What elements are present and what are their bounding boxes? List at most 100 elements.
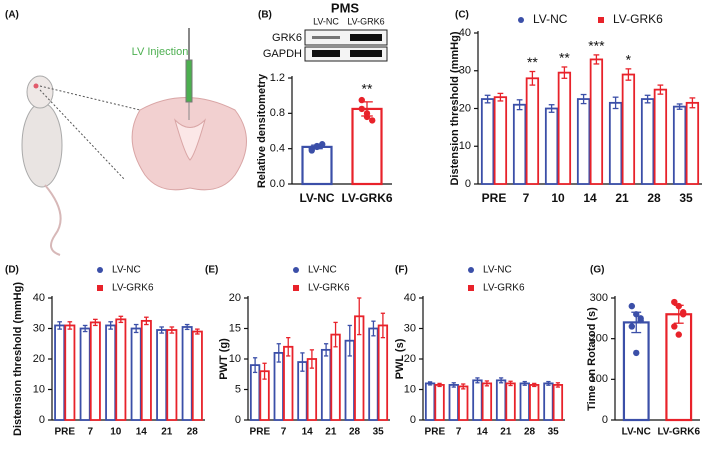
bar <box>472 379 483 421</box>
data-point <box>633 311 640 318</box>
legend-label: LV-NC <box>483 265 512 276</box>
y-axis-label: Distension threshold (mmHg) <box>12 282 24 436</box>
x-tick-label: 21 <box>161 427 173 438</box>
y-tick-label: 0.8 <box>270 107 285 119</box>
x-tick-label: PRE <box>54 427 75 438</box>
y-tick-label: 30 <box>33 322 45 334</box>
panel-label: (C) <box>455 10 469 21</box>
panel-label: (B) <box>258 10 272 21</box>
y-tick-label: 30 <box>404 322 416 334</box>
bar <box>166 329 178 421</box>
significance: ** <box>362 81 373 97</box>
x-tick-label: 10 <box>110 427 122 438</box>
x-tick-label: 28 <box>187 427 199 438</box>
y-tick-label: 20 <box>459 102 471 114</box>
y-axis-label: Distension threshold (mmHg) <box>449 31 461 185</box>
bar <box>424 382 436 421</box>
x-tick-label: 28 <box>524 427 536 438</box>
data-point <box>319 141 326 148</box>
bar <box>130 327 142 421</box>
bar <box>529 384 540 421</box>
panel-label: (G) <box>590 265 604 276</box>
x-tick-label: 35 <box>373 427 385 438</box>
western-blot <box>304 29 388 62</box>
y-tick-label: 100 <box>590 373 608 385</box>
bar <box>519 382 530 421</box>
panel-label: (D) <box>5 265 19 276</box>
bar <box>249 364 261 421</box>
x-tick-label: 21 <box>325 427 337 438</box>
y-tick-label: 5 <box>235 383 241 395</box>
y-tick-label: 0 <box>602 414 608 426</box>
x-tick-label: 28 <box>349 427 361 438</box>
x-tick-label: 35 <box>548 427 560 438</box>
data-point <box>628 323 636 330</box>
legend-label: LV-GRK6 <box>308 283 350 294</box>
bar <box>79 327 91 421</box>
illustration <box>21 28 247 256</box>
bar <box>672 105 687 185</box>
y-tick-label: 20 <box>33 353 45 365</box>
bar <box>273 351 284 421</box>
data-point <box>358 96 365 104</box>
x-tick-label: LV-GRK6 <box>341 191 392 205</box>
y-tick-label: 40 <box>33 292 45 304</box>
bar <box>320 348 332 421</box>
x-tick-label: 7 <box>456 427 462 438</box>
y-axis-label: Relative densitometry <box>256 73 268 188</box>
x-tick-label: 14 <box>302 427 314 438</box>
bar <box>481 382 493 421</box>
y-axis-label: PWT (g) <box>218 338 230 380</box>
y-axis-label: Time on Rotarod (s) <box>586 307 598 411</box>
x-tick-label: 7 <box>281 427 287 438</box>
x-tick-label: PRE <box>425 427 446 438</box>
blot-band: GRK6 <box>272 32 302 44</box>
x-tick-label: LV-GRK6 <box>657 427 700 438</box>
legend-label: LV-NC <box>112 265 141 276</box>
x-tick-label: LV-NC <box>299 191 334 205</box>
significance: ** <box>559 50 570 66</box>
y-tick-label: 10 <box>459 140 471 152</box>
data-point <box>675 302 682 310</box>
x-tick-label: PRE <box>482 191 507 205</box>
data-point <box>363 113 371 121</box>
bar <box>495 379 507 421</box>
y-tick-label: 0 <box>465 178 471 190</box>
bar <box>576 98 591 185</box>
panel-label: (A) <box>5 10 19 21</box>
data-point <box>675 331 682 338</box>
y-tick-label: 0.4 <box>270 143 285 155</box>
bar <box>608 101 623 185</box>
data-point <box>369 117 376 124</box>
y-tick-label: 40 <box>459 27 471 39</box>
legend-marker <box>293 285 299 291</box>
y-tick-label: 10 <box>33 383 45 395</box>
legend-marker <box>97 267 103 273</box>
panel-label: (E) <box>205 265 218 276</box>
bar <box>544 107 559 185</box>
annotation: LV Injection <box>132 46 189 58</box>
x-tick-label: 28 <box>647 191 661 205</box>
bar <box>377 324 389 421</box>
data-point <box>313 142 321 150</box>
x-tick-label: 14 <box>136 427 148 438</box>
y-tick-label: 15 <box>229 322 241 334</box>
x-tick-label: PRE <box>250 427 271 438</box>
y-tick-label: 300 <box>590 292 608 304</box>
significance: *** <box>588 38 605 54</box>
y-axis-label: PWL (s) <box>394 338 406 379</box>
data-point <box>628 302 636 310</box>
x-tick-label: 14 <box>477 427 489 438</box>
y-tick-label: 10 <box>404 383 416 395</box>
bar <box>685 101 700 185</box>
x-tick-label: 35 <box>679 191 693 205</box>
y-tick-label: 20 <box>229 292 241 304</box>
bar <box>140 319 152 421</box>
data-point <box>671 298 678 306</box>
y-tick-label: 0 <box>235 414 241 426</box>
y-tick-label: 200 <box>590 333 608 345</box>
bar <box>351 107 383 186</box>
legend-marker <box>598 17 604 23</box>
legend-marker <box>468 285 474 291</box>
